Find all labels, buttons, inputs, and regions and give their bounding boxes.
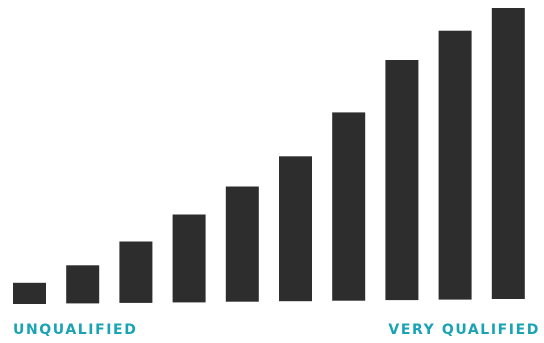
bar-2 — [66, 265, 100, 304]
bar-1 — [13, 282, 46, 304]
bar-10 — [491, 8, 525, 299]
bars-group — [13, 8, 525, 304]
bar-8 — [385, 60, 419, 301]
bar-6 — [279, 156, 312, 302]
bar-4 — [172, 214, 206, 303]
bar-5 — [225, 186, 259, 302]
scale-label-very-qualified: VERY QUALIFIED — [388, 322, 540, 338]
bar-7 — [332, 112, 366, 301]
bar-3 — [119, 241, 153, 303]
scale-label-unqualified: UNQUALIFIED — [13, 322, 138, 338]
bar-9 — [438, 30, 472, 300]
